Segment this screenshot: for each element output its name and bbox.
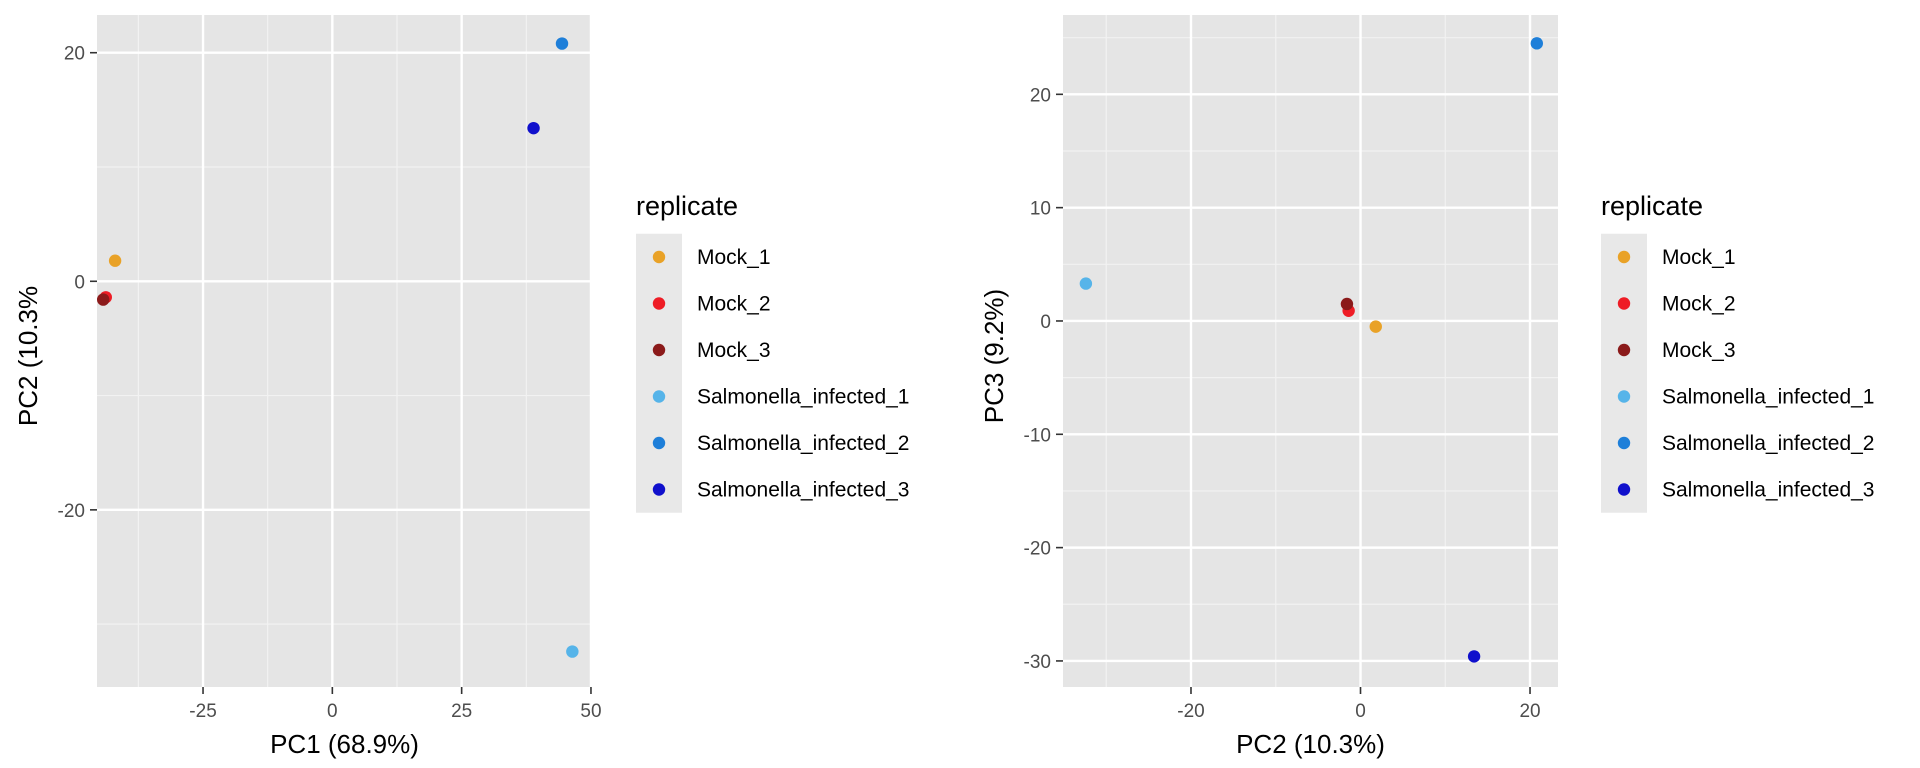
- legend-key-marker: [1617, 250, 1631, 264]
- legend: replicate Mock_1 Mock_2 Mock_3 Salmonella_in…: [1601, 191, 1874, 513]
- legend-key-marker: [652, 343, 666, 357]
- legend-key-background: [636, 233, 682, 513]
- data-point-salmonella-infected-3: [527, 121, 540, 135]
- data-point-mock-1: [108, 254, 122, 267]
- x-tick-label: -25: [189, 701, 216, 722]
- y-tick-label: 0: [1040, 312, 1051, 333]
- legend-label: Salmonella_infected_2: [1662, 432, 1874, 455]
- x-axis-title: PC1 (68.9%): [270, 729, 419, 759]
- y-tick-label: -20: [58, 501, 85, 522]
- legend-label: Mock_3: [697, 339, 771, 362]
- legend-label: Mock_2: [1662, 293, 1736, 316]
- legend-label: Mock_2: [697, 293, 771, 316]
- y-tick-label: 10: [1030, 199, 1051, 220]
- legend-label: Salmonella_infected_1: [1662, 386, 1874, 409]
- legend-label: Salmonella_infected_3: [1662, 479, 1874, 502]
- legend-key-background: [1601, 233, 1647, 513]
- x-tick-label: 25: [451, 701, 472, 722]
- legend-label: Salmonella_infected_1: [697, 386, 909, 409]
- y-tick-label: -20: [1024, 539, 1051, 560]
- chart-panel-1: -25 0 25 50 -20 0 20 PC1 (68.9%) PC2 (10.3% repli…: [13, 15, 909, 759]
- data-point-mock-3: [1340, 297, 1354, 311]
- y-tick-label: 20: [64, 44, 85, 65]
- data-point-salmonella-infected-2: [555, 37, 569, 50]
- legend-key-marker: [1617, 390, 1631, 403]
- y-tick-label: 0: [74, 272, 85, 293]
- data-point-salmonella-infected-3: [1467, 650, 1481, 663]
- legend-label: Mock_3: [1662, 339, 1736, 362]
- legend-title: replicate: [636, 191, 738, 221]
- legend-key-marker: [1617, 297, 1631, 310]
- y-axis-title: PC3 (9.2%): [979, 289, 1009, 423]
- y-axis-title: PC2 (10.3%: [13, 286, 43, 426]
- y-tick-label: -30: [1024, 652, 1051, 673]
- x-tick-label: 50: [580, 701, 601, 722]
- legend-key-marker: [652, 250, 666, 264]
- legend-label: Mock_1: [1662, 246, 1736, 269]
- legend-label: Mock_1: [697, 246, 771, 269]
- legend-key-marker: [652, 297, 666, 310]
- x-tick-label: 20: [1519, 701, 1540, 722]
- chart-panel-2: -20 0 20 -30 -20 -10 0 10 20 PC2 (10.3%) PC3 (9.2%…: [979, 15, 1874, 759]
- data-point-salmonella-infected-2: [1530, 37, 1544, 50]
- x-tick-label: -20: [1177, 701, 1204, 722]
- legend-key-marker: [1617, 343, 1631, 357]
- legend: replicate Mock_1 Mock_2 Mock_3 Salmonella_in…: [636, 191, 909, 513]
- data-point-salmonella-infected-1: [566, 645, 579, 658]
- plot-background: [97, 15, 592, 687]
- y-tick-label: 20: [1030, 85, 1051, 106]
- legend-key-marker: [652, 390, 666, 403]
- x-tick-label: 0: [1355, 701, 1366, 722]
- legend-label: Salmonella_infected_3: [697, 479, 909, 502]
- y-tick-label: -10: [1024, 425, 1051, 446]
- legend-label: Salmonella_infected_2: [697, 432, 909, 455]
- data-point-salmonella-infected-1: [1079, 277, 1093, 290]
- data-point-mock-1: [1369, 320, 1382, 333]
- data-point-mock-3: [97, 293, 110, 306]
- legend-key-marker: [1617, 436, 1631, 450]
- legend-key-marker: [652, 436, 666, 450]
- x-tick-label: 0: [327, 701, 338, 722]
- legend-key-marker: [1617, 483, 1631, 496]
- legend-title: replicate: [1601, 191, 1703, 221]
- plot-background: [1063, 15, 1558, 687]
- x-axis-title: PC2 (10.3%): [1236, 729, 1385, 759]
- legend-key-marker: [652, 483, 666, 496]
